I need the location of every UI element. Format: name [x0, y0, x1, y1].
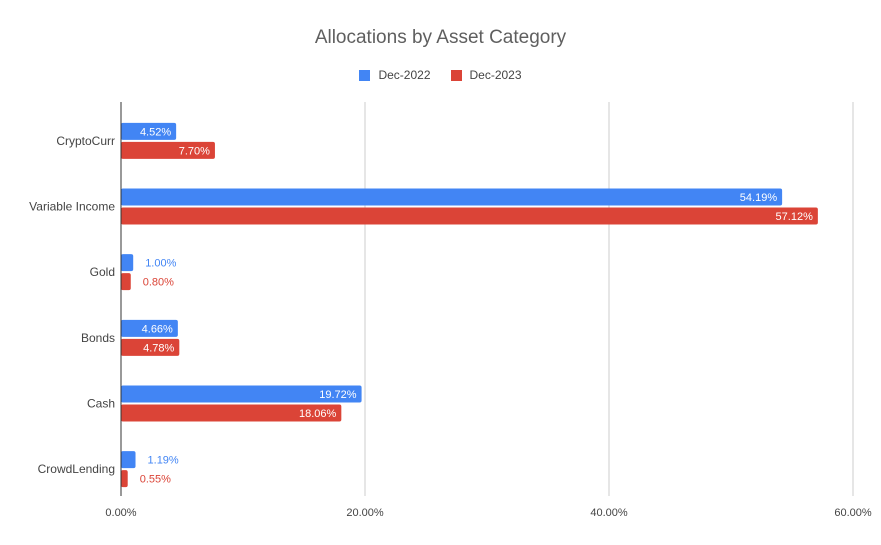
legend-label-series-2: Dec-2023: [469, 68, 522, 82]
x-tick-label: 0.00%: [105, 507, 136, 519]
x-tick-label: 40.00%: [590, 507, 628, 519]
x-tick-label: 20.00%: [346, 507, 384, 519]
bar-series-1: [121, 254, 134, 272]
category-label: Gold: [90, 265, 115, 279]
bar-series-1: [121, 122, 177, 140]
category-label: CryptoCurr: [56, 134, 115, 148]
legend-swatch-series-2: [450, 69, 462, 81]
data-label: 19.72%: [319, 389, 357, 401]
data-label: 0.55%: [140, 474, 171, 486]
data-label: 7.70%: [179, 145, 210, 157]
data-label: 0.80%: [143, 277, 174, 289]
bar-series-1: [121, 385, 362, 403]
data-label: 54.19%: [740, 192, 778, 204]
x-tick-label: 60.00%: [834, 507, 872, 519]
data-label: 18.06%: [299, 408, 337, 420]
category-label: Bonds: [81, 331, 115, 345]
data-label: 57.12%: [776, 211, 814, 223]
legend-label-series-1: Dec-2022: [378, 68, 431, 82]
bar-series-2: [121, 141, 215, 159]
bar-series-1: [121, 451, 136, 469]
bar-series-1: [121, 188, 783, 206]
bar-series-2: [121, 338, 180, 356]
legend-swatch-series-1: [359, 69, 371, 81]
category-label: Cash: [87, 397, 115, 411]
data-label: 1.19%: [148, 455, 179, 467]
data-label: 1.00%: [145, 258, 176, 270]
bar-series-2: [121, 404, 342, 422]
bar-series-2: [121, 470, 128, 488]
data-label: 4.66%: [142, 323, 173, 335]
legend-item-series-2: Dec-2023: [450, 68, 522, 82]
bar-series-1: [121, 319, 178, 337]
bar-series-2: [121, 207, 818, 225]
data-label: 4.78%: [143, 342, 174, 354]
category-label: CrowdLending: [38, 462, 115, 476]
bar-series-2: [121, 273, 131, 291]
category-label: Variable Income: [29, 200, 115, 214]
legend: Dec-2022 Dec-2023: [0, 68, 881, 82]
chart-title: Allocations by Asset Category: [314, 27, 567, 48]
legend-item-series-1: Dec-2022: [359, 68, 431, 82]
data-label: 4.52%: [140, 126, 171, 138]
